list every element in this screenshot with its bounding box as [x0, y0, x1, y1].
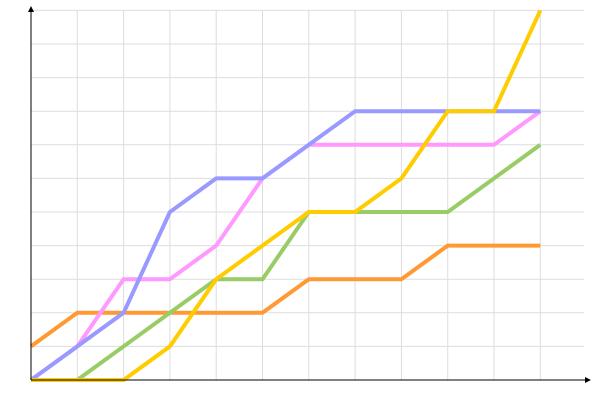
series-line-2 — [31, 143, 542, 382]
y-axis-arrow-icon — [28, 6, 34, 12]
x-axis-arrow-icon — [585, 377, 591, 383]
grid — [31, 9, 584, 380]
axes — [28, 6, 591, 383]
series-group — [29, 9, 543, 382]
series-line-1 — [29, 243, 541, 349]
